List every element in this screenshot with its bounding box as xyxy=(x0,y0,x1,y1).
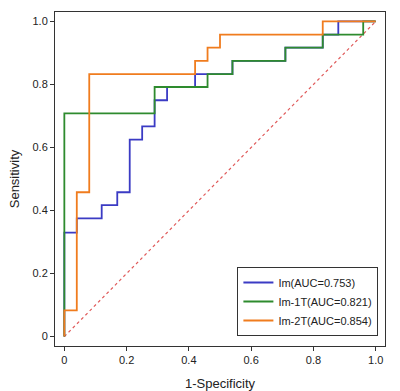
svg-text:Im-1T(AUC=0.821): Im-1T(AUC=0.821) xyxy=(278,296,371,308)
svg-text:0.4: 0.4 xyxy=(181,354,196,366)
svg-text:Im(AUC=0.753): Im(AUC=0.753) xyxy=(278,277,355,289)
svg-text:Im-2T(AUC=0.854): Im-2T(AUC=0.854) xyxy=(278,315,371,327)
svg-text:Sensitivity: Sensitivity xyxy=(7,149,22,208)
svg-text:0.4: 0.4 xyxy=(33,204,48,216)
svg-text:0: 0 xyxy=(61,354,67,366)
svg-text:0.2: 0.2 xyxy=(33,267,48,279)
svg-text:0.2: 0.2 xyxy=(119,354,134,366)
svg-text:0.8: 0.8 xyxy=(33,78,48,90)
svg-text:0: 0 xyxy=(42,330,48,342)
svg-text:0.6: 0.6 xyxy=(33,141,48,153)
svg-text:1.0: 1.0 xyxy=(368,354,383,366)
svg-text:0.8: 0.8 xyxy=(306,354,321,366)
svg-text:1-Specificity: 1-Specificity xyxy=(185,376,256,391)
svg-text:1.0: 1.0 xyxy=(33,15,48,27)
svg-text:0.6: 0.6 xyxy=(243,354,258,366)
